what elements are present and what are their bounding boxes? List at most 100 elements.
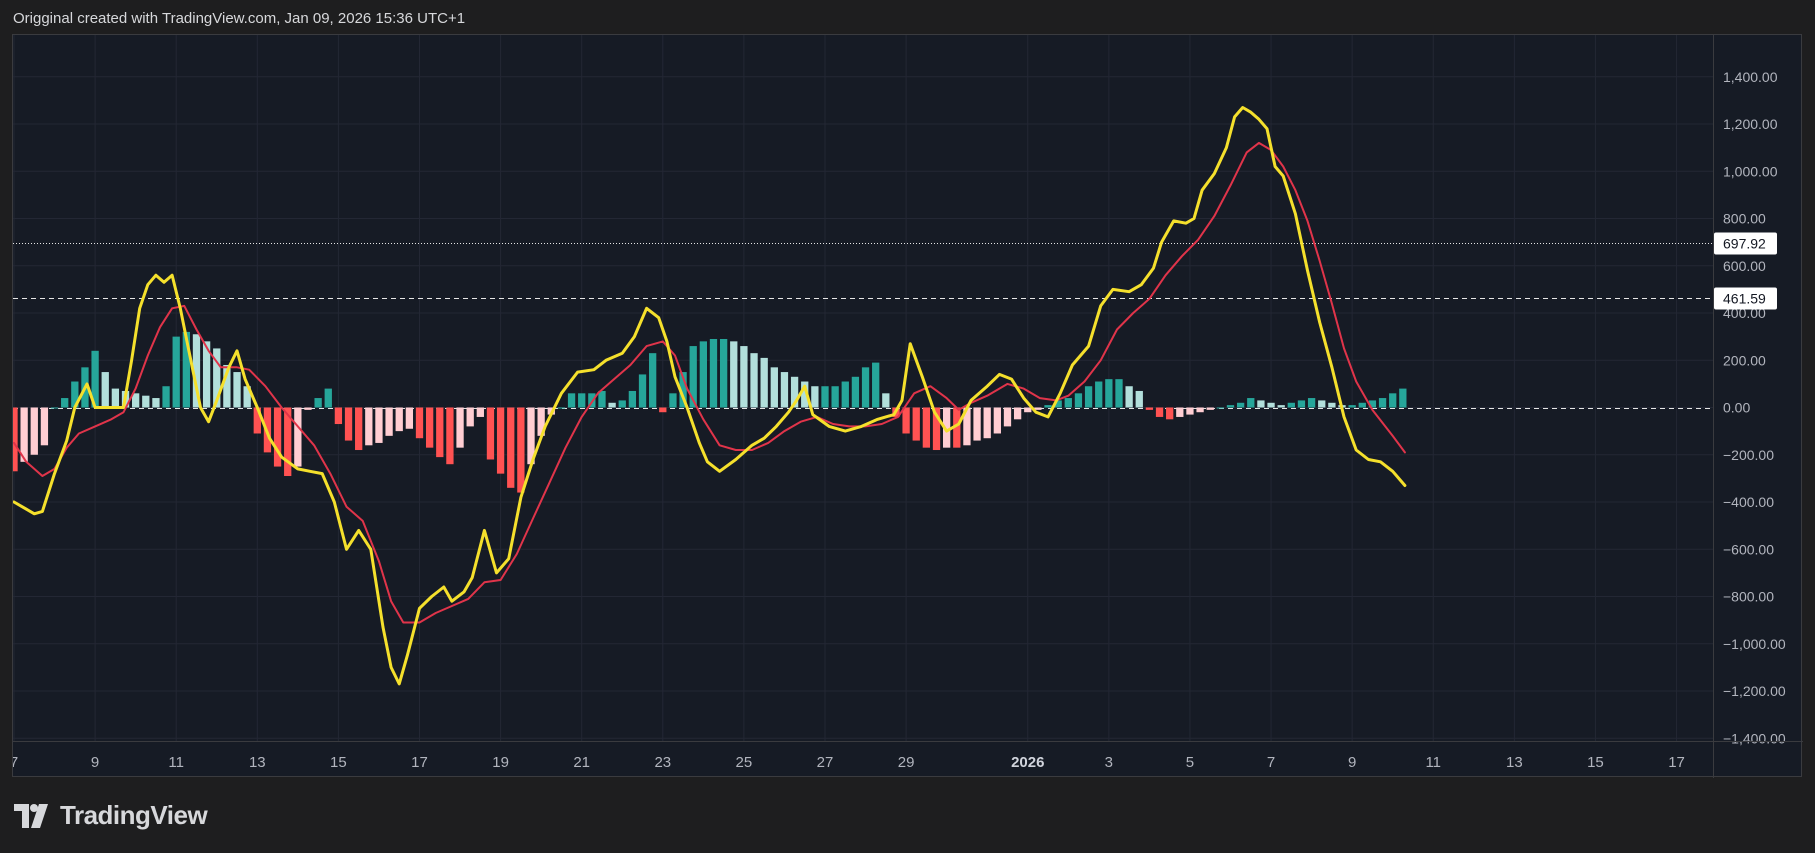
histogram-bar: [172, 336, 180, 408]
histogram-bar: [922, 407, 931, 448]
histogram-bar: [1206, 407, 1214, 410]
y-tick-label: 1,000.00: [1723, 163, 1778, 179]
y-tick-label: −200.00: [1723, 447, 1774, 463]
histogram-bar: [649, 353, 657, 408]
histogram-bar: [50, 407, 59, 409]
histogram-bar: [1115, 379, 1123, 408]
tradingview-brand[interactable]: TradingView: [14, 800, 208, 831]
histogram-bar: [1216, 407, 1225, 409]
y-tick-label: 600.00: [1723, 258, 1766, 274]
histogram-bar: [425, 407, 434, 448]
x-tick-label: 27: [817, 754, 834, 771]
x-tick-label: 25: [736, 754, 753, 771]
histogram-bar: [486, 407, 495, 460]
histogram-bar: [1358, 402, 1366, 408]
histogram-bar: [40, 407, 49, 446]
y-tick-label: −1,400.00: [1723, 730, 1786, 746]
histogram-bar: [811, 386, 819, 408]
histogram-bar: [111, 388, 120, 408]
histogram-bar: [1176, 407, 1184, 417]
histogram-bar: [20, 407, 28, 462]
x-tick-label: 3: [1105, 754, 1113, 771]
histogram-bar: [507, 407, 515, 488]
histogram-bar: [709, 338, 718, 408]
x-tick-label: 11: [168, 754, 184, 771]
histogram-bar: [456, 407, 464, 448]
y-tick-label: 1,200.00: [1723, 116, 1778, 132]
histogram-bar: [233, 372, 241, 408]
histogram-bar: [13, 407, 18, 472]
x-tick-label: 7: [13, 754, 18, 771]
histogram-bar: [1318, 400, 1326, 408]
histogram-bar: [344, 407, 353, 441]
histogram-bar: [152, 398, 160, 408]
histogram-bar: [162, 386, 170, 408]
x-tick-label: 23: [654, 754, 671, 771]
y-tick-label: −1,000.00: [1723, 636, 1786, 652]
histogram-bar: [1105, 379, 1113, 408]
histogram-bar: [1287, 402, 1295, 408]
histogram-bar: [30, 407, 38, 455]
histogram-bar: [1196, 407, 1204, 413]
price-axis[interactable]: 1,400.001,200.001,000.00800.00600.00400.…: [1713, 35, 1786, 778]
y-tick-label: 0.00: [1723, 400, 1750, 416]
histogram-bar: [902, 407, 910, 434]
histogram-bar: [608, 402, 616, 408]
level-badge: [1714, 287, 1777, 310]
histogram-bar: [1034, 407, 1042, 410]
histogram-bar: [1003, 407, 1012, 427]
tradingview-wordmark: TradingView: [60, 800, 208, 830]
histogram-bar: [395, 407, 403, 432]
histogram-bar: [557, 407, 566, 409]
histogram-bar: [1135, 390, 1143, 408]
histogram-bar: [202, 341, 211, 408]
histogram-bar: [983, 407, 991, 439]
x-tick-label: 29: [898, 754, 915, 771]
chart-panel[interactable]: 1,400.00 1,200.00 1,000.00 800.00 600.00 400.…: [12, 34, 1803, 778]
histogram-bar: [973, 407, 981, 441]
histogram-bar: [476, 407, 484, 417]
x-tick-label: 9: [91, 754, 99, 771]
histogram-bar: [1389, 393, 1397, 408]
histogram-bar: [567, 393, 576, 408]
histogram-bar: [415, 407, 424, 439]
x-tick-label: 7: [1267, 754, 1275, 771]
chart-attribution-text: Origginal created with TradingView.com, …: [13, 10, 466, 27]
histogram-bar: [324, 388, 332, 408]
histogram-bar: [182, 331, 190, 408]
histogram-bar: [993, 407, 1001, 434]
histogram-bar: [659, 407, 667, 413]
x-tick-label: 13: [1506, 754, 1523, 771]
histogram-bar: [1378, 398, 1387, 408]
histogram-bar: [1084, 386, 1093, 408]
histogram-bar: [1328, 402, 1336, 408]
histogram-bar: [61, 398, 69, 408]
histogram-bar: [1277, 405, 1285, 408]
x-tick-label: 2026: [1011, 754, 1044, 771]
histogram-bar: [446, 407, 454, 465]
histogram-bar: [1236, 402, 1245, 408]
y-tick-label: −800.00: [1723, 589, 1774, 605]
histogram-bar: [730, 341, 738, 408]
histogram-bar: [831, 386, 839, 408]
histogram-bar: [192, 334, 201, 408]
histogram-bar: [527, 407, 535, 465]
histogram-bar: [1166, 407, 1174, 420]
histogram-bar: [790, 376, 799, 408]
histogram-bar: [719, 338, 728, 408]
histogram-bar: [699, 341, 707, 408]
x-tick-label: 17: [1668, 754, 1685, 771]
histogram-bar: [496, 407, 505, 474]
histogram-bar: [223, 364, 231, 408]
x-tick-label: 5: [1186, 754, 1194, 771]
macd-chart[interactable]: 1,400.001,200.001,000.00800.00600.00400.…: [13, 35, 1803, 778]
x-tick-label: 9: [1348, 754, 1356, 771]
tradingview-logo-icon: [14, 803, 48, 828]
histogram-bar: [770, 367, 778, 408]
y-tick-label: 200.00: [1723, 352, 1766, 368]
time-axis[interactable]: 7 9 11 13 15 17 19 21 23 25 27 29 2026 3 5 7 9 11 13 15 17: [13, 741, 1803, 772]
histogram-bar: [1247, 398, 1255, 408]
histogram-bar: [821, 386, 829, 408]
histogram-bar: [1024, 407, 1032, 413]
histogram-bar: [1226, 405, 1235, 408]
